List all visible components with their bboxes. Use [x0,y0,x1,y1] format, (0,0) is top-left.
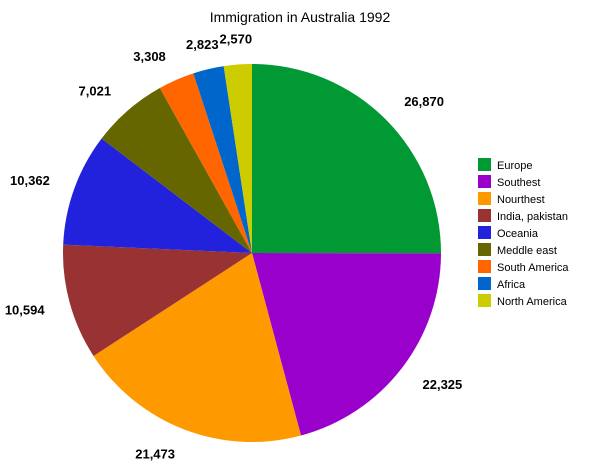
data-label: 3,308 [133,49,166,64]
legend-swatch [478,294,491,307]
pie-slice-meddle-east [101,87,252,254]
data-label: 21,473 [135,447,175,462]
data-label: 26,870 [404,94,444,109]
legend-swatch [478,175,491,188]
data-label: 10,362 [10,173,50,188]
legend-label: Europe [497,160,532,172]
legend-swatch [478,158,491,171]
data-label: 2,823 [186,37,219,52]
pie-slice-africa [193,66,252,253]
pie-slice-north-america [223,63,252,253]
legend-swatch [478,243,491,256]
data-label: 10,594 [5,303,46,318]
legend-swatch [478,277,491,290]
legend-swatch [478,209,491,222]
legend-label: Nourthest [497,194,545,206]
legend-label: India, pakistan [497,211,568,223]
data-label: 7,021 [79,84,112,99]
data-label: 22,325 [423,377,463,392]
legend-swatch [478,260,491,273]
legend-label: Oceania [497,228,539,240]
pie-slice-europe [252,64,442,254]
legend-swatch [478,192,491,205]
legend-label: Meddle east [497,245,557,257]
pie-slice-india-pakistan [62,244,253,356]
pie-slice-southest [252,253,441,436]
legend-label: Africa [497,279,526,291]
legend-label: South America [497,262,569,274]
legend-label: Southest [497,177,540,189]
legend-swatch [478,226,491,239]
chart-title: Immigration in Australia 1992 [210,9,391,25]
slices-group [62,63,442,442]
pie-slice-oceania [63,138,253,253]
data-label: 2,570 [220,32,253,47]
pie-slice-south-america [159,73,252,253]
legend-label: North America [497,296,568,308]
legend: Europe Southest Nourthest India, pakistan Oc… [478,158,569,308]
data-labels-group: 26,870 22,325 21,473 10,594 10,362 7,021 3,308… [5,32,462,462]
pie-slice-nourthest [93,253,301,442]
